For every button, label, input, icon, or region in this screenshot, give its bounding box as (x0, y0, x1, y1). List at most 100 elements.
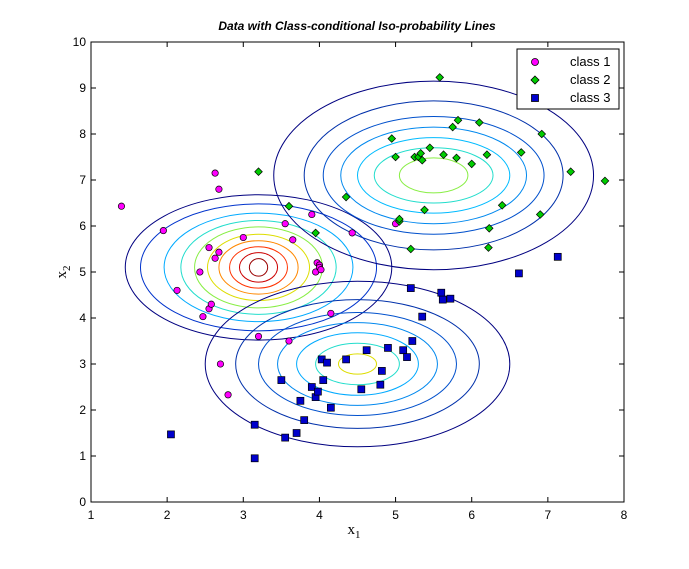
y-tick-label-8: 8 (79, 127, 86, 141)
point-class-1-15 (239, 233, 247, 242)
x-axis-ticks: 1 2 3 4 5 6 7 8 (88, 42, 628, 522)
point-class-3-26 (418, 312, 427, 321)
point-class-2-22 (475, 118, 484, 127)
contour-class-1-level-4 (218, 240, 299, 295)
legend: class 1 class 2 class 3 (516, 48, 620, 110)
x-axis-label-subscript: 1 (355, 529, 361, 541)
point-class-2-2 (284, 201, 294, 211)
legend-label-class-1: class 1 (570, 54, 610, 69)
point-class-1-13 (216, 360, 224, 368)
point-class-1-16 (254, 332, 263, 340)
legend-marker-class-2 (530, 75, 540, 85)
point-class-1-10 (211, 169, 219, 177)
contour-class-1-level-7 (180, 219, 337, 315)
point-class-1-17 (281, 220, 289, 228)
x-tick-label-1: 1 (88, 508, 95, 522)
y-tick-label-2: 2 (79, 403, 86, 417)
y-axis-ticks: 0 1 2 3 4 5 6 7 8 9 10 (73, 35, 624, 509)
contour-class-2-level-7 (273, 80, 595, 271)
point-class-2-9 (406, 244, 416, 254)
contour-class-3-level-2 (315, 342, 400, 386)
point-class-2-6 (391, 152, 400, 162)
contour-class-3-level-7 (204, 280, 511, 448)
point-class-2-28 (535, 210, 545, 219)
point-class-2-26 (497, 201, 507, 210)
point-class-3-1 (167, 430, 175, 439)
point-class-3-6 (292, 429, 301, 437)
point-class-1-1 (117, 202, 126, 210)
point-class-2-24 (484, 243, 493, 252)
point-class-1-9 (211, 254, 219, 262)
point-class-1-27 (348, 229, 356, 237)
point-class-1-18 (285, 337, 293, 345)
point-class-3-3 (250, 454, 259, 463)
x-tick-label-3: 3 (240, 508, 247, 522)
contour-lines (124, 80, 595, 448)
point-class-3-23 (403, 353, 411, 361)
legend-label-class-2: class 2 (570, 72, 610, 87)
x-axis-label-main: x (348, 522, 356, 538)
contour-class-2-level-6 (303, 100, 564, 251)
point-class-2-1 (254, 167, 263, 177)
point-class-2-29 (537, 129, 547, 139)
point-class-3-15 (327, 403, 335, 412)
x-tick-label-4: 4 (316, 508, 323, 522)
point-class-3-30 (515, 269, 523, 278)
y-tick-label-5: 5 (79, 265, 86, 279)
legend-marker-class-1 (531, 58, 539, 66)
point-class-1-8 (207, 300, 215, 308)
point-class-2-30 (566, 167, 575, 177)
x-tick-label-2: 2 (164, 508, 171, 522)
contour-class-3-level-5 (258, 311, 457, 417)
point-class-2-23 (482, 150, 492, 159)
point-class-2-21 (467, 159, 477, 169)
point-class-1-6 (205, 244, 213, 252)
point-class-1-12 (215, 248, 223, 256)
contour-class-2-level-5 (322, 116, 545, 235)
point-class-1-4 (196, 268, 204, 276)
point-class-3-17 (357, 385, 366, 394)
contour-class-2-level-3 (357, 137, 511, 214)
x-tick-label-8: 8 (621, 508, 628, 522)
point-class-3-29 (446, 294, 455, 303)
point-class-1-19 (289, 236, 297, 244)
point-class-3-25 (408, 337, 417, 345)
point-class-3-28 (438, 295, 447, 304)
point-class-3-11 (314, 387, 322, 396)
contour-class-2-level-1 (398, 157, 469, 194)
contour-class-2-level-4 (340, 126, 528, 225)
point-class-1-5 (199, 313, 207, 321)
point-class-1-14 (224, 391, 232, 399)
contour-class-1-level-3 (229, 246, 288, 289)
y-tick-label-9: 9 (79, 81, 86, 95)
point-class-1-25 (317, 266, 325, 274)
point-class-2-25 (484, 224, 494, 233)
point-class-2-31 (600, 176, 610, 186)
point-class-2-5 (387, 134, 397, 143)
point-class-2-12 (416, 149, 425, 158)
x-tick-label-6: 6 (468, 508, 475, 522)
point-class-3-27 (437, 288, 446, 297)
point-class-2-18 (448, 122, 457, 132)
contour-class-1-level-8 (163, 212, 354, 323)
point-class-3-19 (376, 380, 385, 389)
point-class-3-31 (553, 252, 562, 261)
contour-class-3-level-3 (296, 332, 419, 396)
y-axis-label-main: x (54, 271, 70, 279)
y-axis-label: x2 (54, 266, 73, 279)
y-tick-label-1: 1 (79, 449, 86, 463)
legend-marker-class-3 (531, 94, 539, 102)
point-class-2-4 (341, 192, 351, 202)
point-class-3-13 (319, 376, 328, 384)
point-class-2-19 (452, 153, 461, 163)
contour-class-3-level-1 (337, 353, 378, 375)
contour-class-1-level-10 (124, 194, 393, 341)
contour-class-3-level-4 (277, 322, 438, 406)
point-class-3-20 (378, 367, 386, 375)
x-tick-label-5: 5 (392, 508, 399, 522)
point-class-1-11 (215, 185, 223, 193)
point-class-2-13 (417, 155, 427, 165)
contour-class-1-level-9 (139, 203, 378, 332)
